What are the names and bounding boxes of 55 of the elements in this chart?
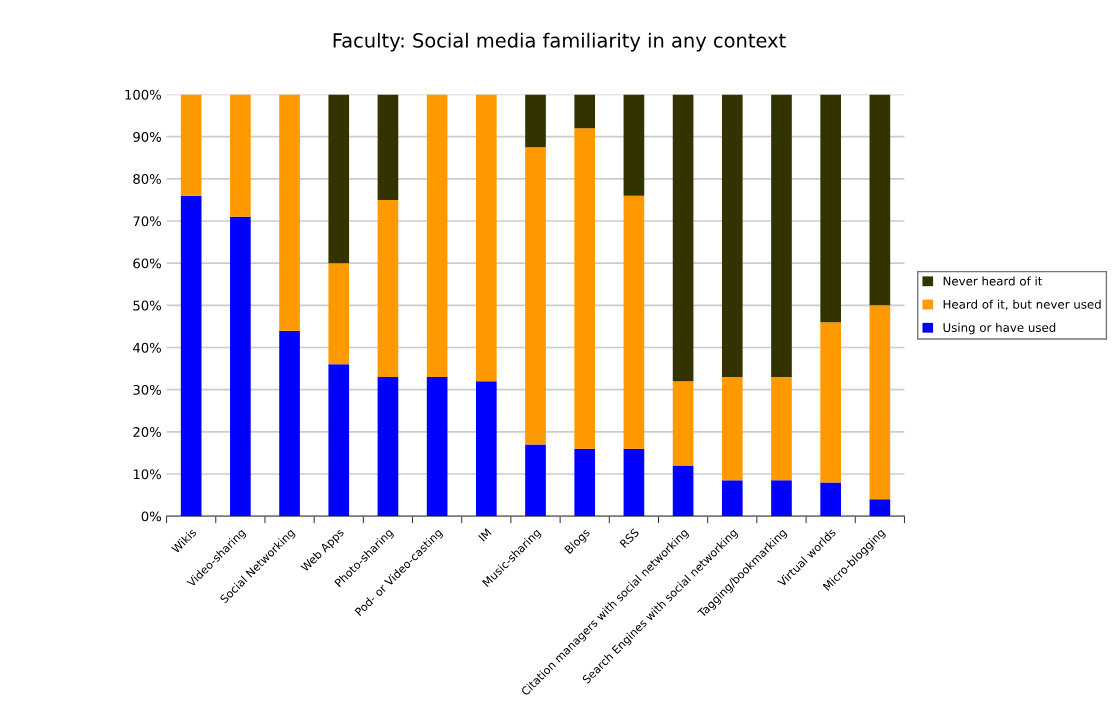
- bar: [574, 448, 596, 517]
- bar: [180, 94, 202, 196]
- bar: [476, 94, 497, 382]
- bar: [328, 94, 350, 264]
- bar: [525, 94, 546, 148]
- bar: [820, 322, 841, 483]
- bar: [820, 94, 841, 323]
- y-tick-label: 10%: [133, 469, 161, 480]
- bar: [377, 94, 399, 200]
- bar: [869, 94, 891, 306]
- bar: [230, 94, 251, 217]
- y-tick-label: 70%: [133, 216, 161, 227]
- bar: [623, 448, 645, 517]
- bar: [771, 480, 792, 517]
- bar: [328, 263, 350, 365]
- bar: [771, 377, 792, 481]
- y-tick-label: 50%: [133, 300, 161, 311]
- bar: [623, 195, 645, 449]
- bar: [426, 377, 448, 517]
- bar: [377, 377, 399, 517]
- bar: [869, 499, 891, 517]
- bar: [377, 199, 399, 378]
- chart-title: Faculty: Social media familiarity in any context: [333, 32, 786, 52]
- y-tick-label: 20%: [133, 427, 161, 438]
- bar: [574, 94, 596, 129]
- bar: [426, 94, 448, 378]
- bar: [525, 444, 546, 517]
- legend-label: Using or have used: [943, 322, 1056, 335]
- bar: [623, 94, 645, 196]
- bar: [279, 94, 300, 331]
- bar: [476, 381, 497, 517]
- bar: [721, 94, 743, 378]
- y-tick-label: 100%: [125, 89, 161, 100]
- y-tick-label: 0%: [141, 511, 161, 522]
- bar: [672, 94, 694, 382]
- y-tick-label: 40%: [133, 342, 161, 353]
- y-tick-label: 60%: [133, 258, 161, 269]
- bar: [672, 465, 694, 517]
- bar: [721, 377, 743, 481]
- bar: [721, 480, 743, 517]
- bar: [820, 482, 841, 517]
- legend-label: Heard of it, but never used: [943, 299, 1101, 310]
- bar: [869, 305, 891, 500]
- y-tick-label: 30%: [133, 384, 161, 395]
- bar: [574, 128, 596, 449]
- bar: [328, 364, 350, 517]
- bar: [771, 94, 792, 378]
- y-tick-label: 90%: [133, 131, 161, 142]
- bar: [279, 330, 300, 517]
- bar: [672, 381, 694, 466]
- bar: [180, 195, 202, 517]
- y-tick-label: 80%: [133, 174, 161, 185]
- bar: [525, 147, 546, 445]
- bar: [230, 216, 251, 517]
- legend-label: Never heard of it: [943, 276, 1043, 286]
